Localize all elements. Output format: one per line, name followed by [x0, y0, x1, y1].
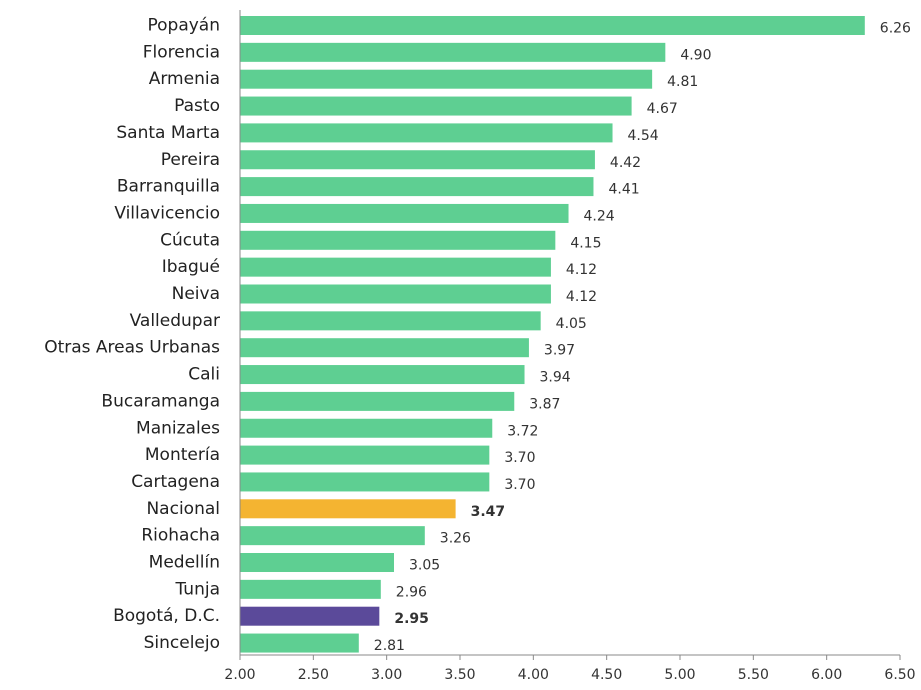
value-label-neiva: 4.12	[566, 289, 597, 305]
value-label-monteria: 3.70	[504, 450, 535, 466]
bar-medellin	[240, 553, 394, 572]
value-label-popayan: 6.26	[880, 21, 911, 37]
x-tick-label: 3.50	[444, 667, 475, 683]
value-label-otras-areas-urbanas: 3.97	[544, 343, 575, 359]
value-label-barranquilla: 4.41	[608, 182, 639, 198]
bar-pasto	[240, 96, 632, 116]
bar-nacional	[240, 499, 456, 519]
category-label-cucuta: Cúcuta	[160, 230, 220, 250]
category-label-bucaramanga: Bucaramanga	[101, 391, 220, 411]
category-label-medellin: Medellín	[149, 553, 220, 573]
value-label-bogota-d-c: 2.95	[394, 611, 429, 627]
bar-valledupar	[240, 311, 541, 331]
bar-villavicencio	[240, 203, 569, 223]
value-labels: 6.26 4.90 4.81 4.67 4.54 4.42 4.41 4.24 4.15 4.12…	[374, 21, 911, 655]
value-label-armenia: 4.81	[667, 74, 698, 90]
category-label-popayan: Popayán	[147, 16, 220, 36]
category-label-cartagena: Cartagena	[131, 472, 220, 492]
category-label-valledupar: Valledupar	[130, 311, 220, 331]
value-label-medellin: 3.05	[409, 558, 440, 574]
bar-santa-marta	[240, 123, 613, 143]
bar-bucaramanga	[240, 391, 515, 411]
category-label-bogota-d-c: Bogotá, D.C.	[113, 606, 220, 626]
category-label-otras-areas-urbanas: Otras Areas Urbanas	[44, 338, 220, 358]
bar-neiva	[240, 284, 551, 304]
category-label-neiva: Neiva	[172, 284, 220, 304]
x-tick-label: 3.00	[371, 667, 402, 683]
bar-cartagena	[240, 472, 490, 492]
category-label-pereira: Pereira	[161, 150, 220, 170]
bar-pereira	[240, 150, 595, 170]
bar-ibague	[240, 257, 551, 277]
bar-otras-areas-urbanas	[240, 338, 529, 358]
value-label-cali: 3.94	[540, 370, 571, 386]
x-tick-label: 4.50	[591, 667, 622, 683]
value-label-villavicencio: 4.24	[584, 208, 615, 224]
category-label-barranquilla: Barranquilla	[117, 177, 220, 197]
bar-armenia	[240, 69, 653, 89]
bar-barranquilla	[240, 177, 594, 197]
bar-sincelejo	[240, 633, 359, 653]
x-tick-label: 5.50	[738, 667, 769, 683]
value-label-pereira: 4.42	[610, 155, 641, 171]
value-label-valledupar: 4.05	[556, 316, 587, 332]
category-label-nacional: Nacional	[146, 499, 220, 519]
value-label-tunja: 2.96	[396, 584, 427, 600]
bar-cali	[240, 365, 525, 385]
value-label-florencia: 4.90	[680, 47, 711, 63]
value-label-santa-marta: 4.54	[628, 128, 659, 144]
category-label-florencia: Florencia	[143, 42, 220, 62]
category-label-sincelejo: Sincelejo	[144, 633, 220, 653]
bar-cucuta	[240, 230, 556, 250]
x-tick-label: 6.50	[884, 667, 915, 683]
bar-monteria	[240, 445, 490, 465]
value-label-manizales: 3.72	[507, 423, 538, 439]
bar-manizales	[240, 418, 493, 438]
category-label-santa-marta: Santa Marta	[116, 123, 220, 143]
category-label-pasto: Pasto	[174, 96, 220, 116]
value-label-cucuta: 4.15	[570, 235, 601, 251]
bar-riohacha	[240, 526, 425, 546]
category-label-villavicencio: Villavicencio	[114, 203, 220, 223]
value-label-sincelejo: 2.81	[374, 638, 405, 654]
category-label-cali: Cali	[188, 365, 220, 385]
x-axis: 2.00 2.50 3.00 3.50 4.00 4.50 5.00 5.50 6.00 6.50	[224, 10, 916, 683]
category-label-monteria: Montería	[145, 445, 220, 465]
category-label-tunja: Tunja	[175, 579, 221, 599]
x-tick-label: 2.00	[224, 667, 255, 683]
value-label-riohacha: 3.26	[440, 531, 471, 547]
category-label-armenia: Armenia	[149, 69, 220, 89]
value-label-cartagena: 3.70	[504, 477, 535, 493]
x-tick-label: 2.50	[298, 667, 329, 683]
x-tick-label: 6.00	[811, 667, 842, 683]
value-label-ibague: 4.12	[566, 262, 597, 278]
bar-bogota-d-c	[240, 606, 380, 626]
category-label-riohacha: Riohacha	[141, 526, 220, 546]
bars-layer	[240, 16, 865, 653]
x-tick-label: 5.00	[664, 667, 695, 683]
category-label-ibague: Ibagué	[162, 257, 220, 277]
value-label-bucaramanga: 3.87	[529, 396, 560, 412]
x-tick-label: 4.00	[518, 667, 549, 683]
category-label-manizales: Manizales	[136, 418, 220, 438]
value-label-nacional: 3.47	[471, 504, 506, 520]
bar-popayan	[240, 16, 865, 35]
value-label-pasto: 4.67	[647, 101, 678, 117]
bar-florencia	[240, 42, 666, 62]
category-labels: Popayán Florencia Armenia Pasto Santa Marta P…	[44, 16, 220, 654]
bar-tunja	[240, 579, 381, 599]
